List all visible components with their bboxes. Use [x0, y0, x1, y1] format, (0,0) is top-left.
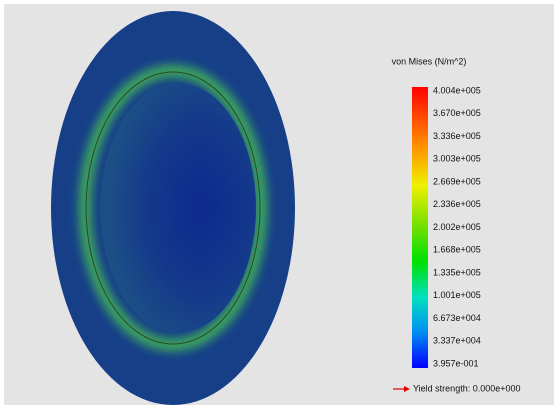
legend-label: 1.668e+005 — [433, 245, 481, 255]
legend-label: 1.001e+005 — [433, 290, 481, 300]
legend-label: 3.957e-001 — [433, 358, 479, 368]
legend-label: 1.335e+005 — [433, 267, 481, 277]
page: von Mises (N/m^2) 4.004e+005 3.670e+005 3.… — [0, 0, 558, 409]
legend-label: 3.336e+005 — [433, 131, 481, 141]
inner-region — [100, 83, 256, 333]
legend-label: 2.336e+005 — [433, 199, 481, 209]
yield-strength: Yield strength: 0.000e+000 — [413, 383, 521, 393]
legend-label: 3.670e+005 — [433, 108, 481, 118]
legend-title: von Mises (N/m^2) — [392, 56, 467, 66]
legend-label: 3.337e+004 — [433, 336, 481, 346]
legend-label: 2.002e+005 — [433, 222, 481, 232]
legend-label: 4.004e+005 — [433, 85, 481, 95]
color-bar — [412, 87, 428, 368]
legend-label: 2.669e+005 — [433, 176, 481, 186]
legend-label: 6.673e+004 — [433, 313, 481, 323]
legend-label: 3.003e+005 — [433, 154, 481, 164]
result-view: von Mises (N/m^2) 4.004e+005 3.670e+005 3.… — [0, 0, 558, 409]
